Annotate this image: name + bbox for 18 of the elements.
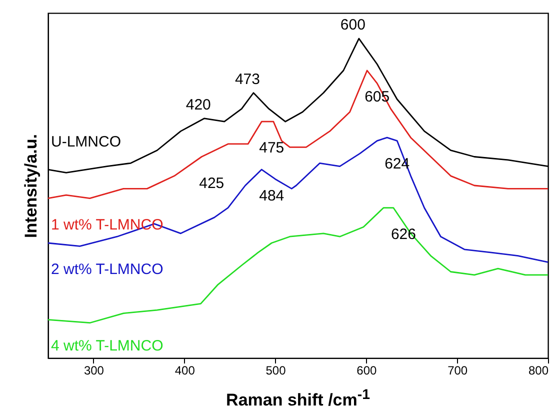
annotation: 484 — [259, 188, 284, 205]
series-label: U-LMNCO — [51, 134, 121, 151]
series-label: 1 wt% T-LMNCO — [51, 216, 164, 234]
series-label: 4 wt% T-LMNCO — [51, 338, 164, 355]
y-axis-title: Intensity/a.u. — [22, 134, 40, 238]
x-axis-title: Raman shift /cm$^{-1}$ — [225, 387, 371, 411]
annotation: 425 — [199, 174, 224, 192]
x-tick-label: 300 — [84, 364, 104, 378]
annotation: 420 — [186, 96, 211, 114]
annotation: 475 — [259, 140, 284, 157]
series-label: 2 wt% T-LMNCO — [51, 261, 164, 278]
x-tick-label: 700 — [448, 364, 468, 378]
x-tick-label: 600 — [356, 364, 378, 378]
annotation: 473 — [234, 70, 260, 88]
x-tick-label: 800 — [528, 364, 549, 378]
x-tick-label: 500 — [266, 364, 286, 378]
annotation: 600 — [340, 16, 366, 34]
x-tick-label: 400 — [174, 364, 196, 378]
